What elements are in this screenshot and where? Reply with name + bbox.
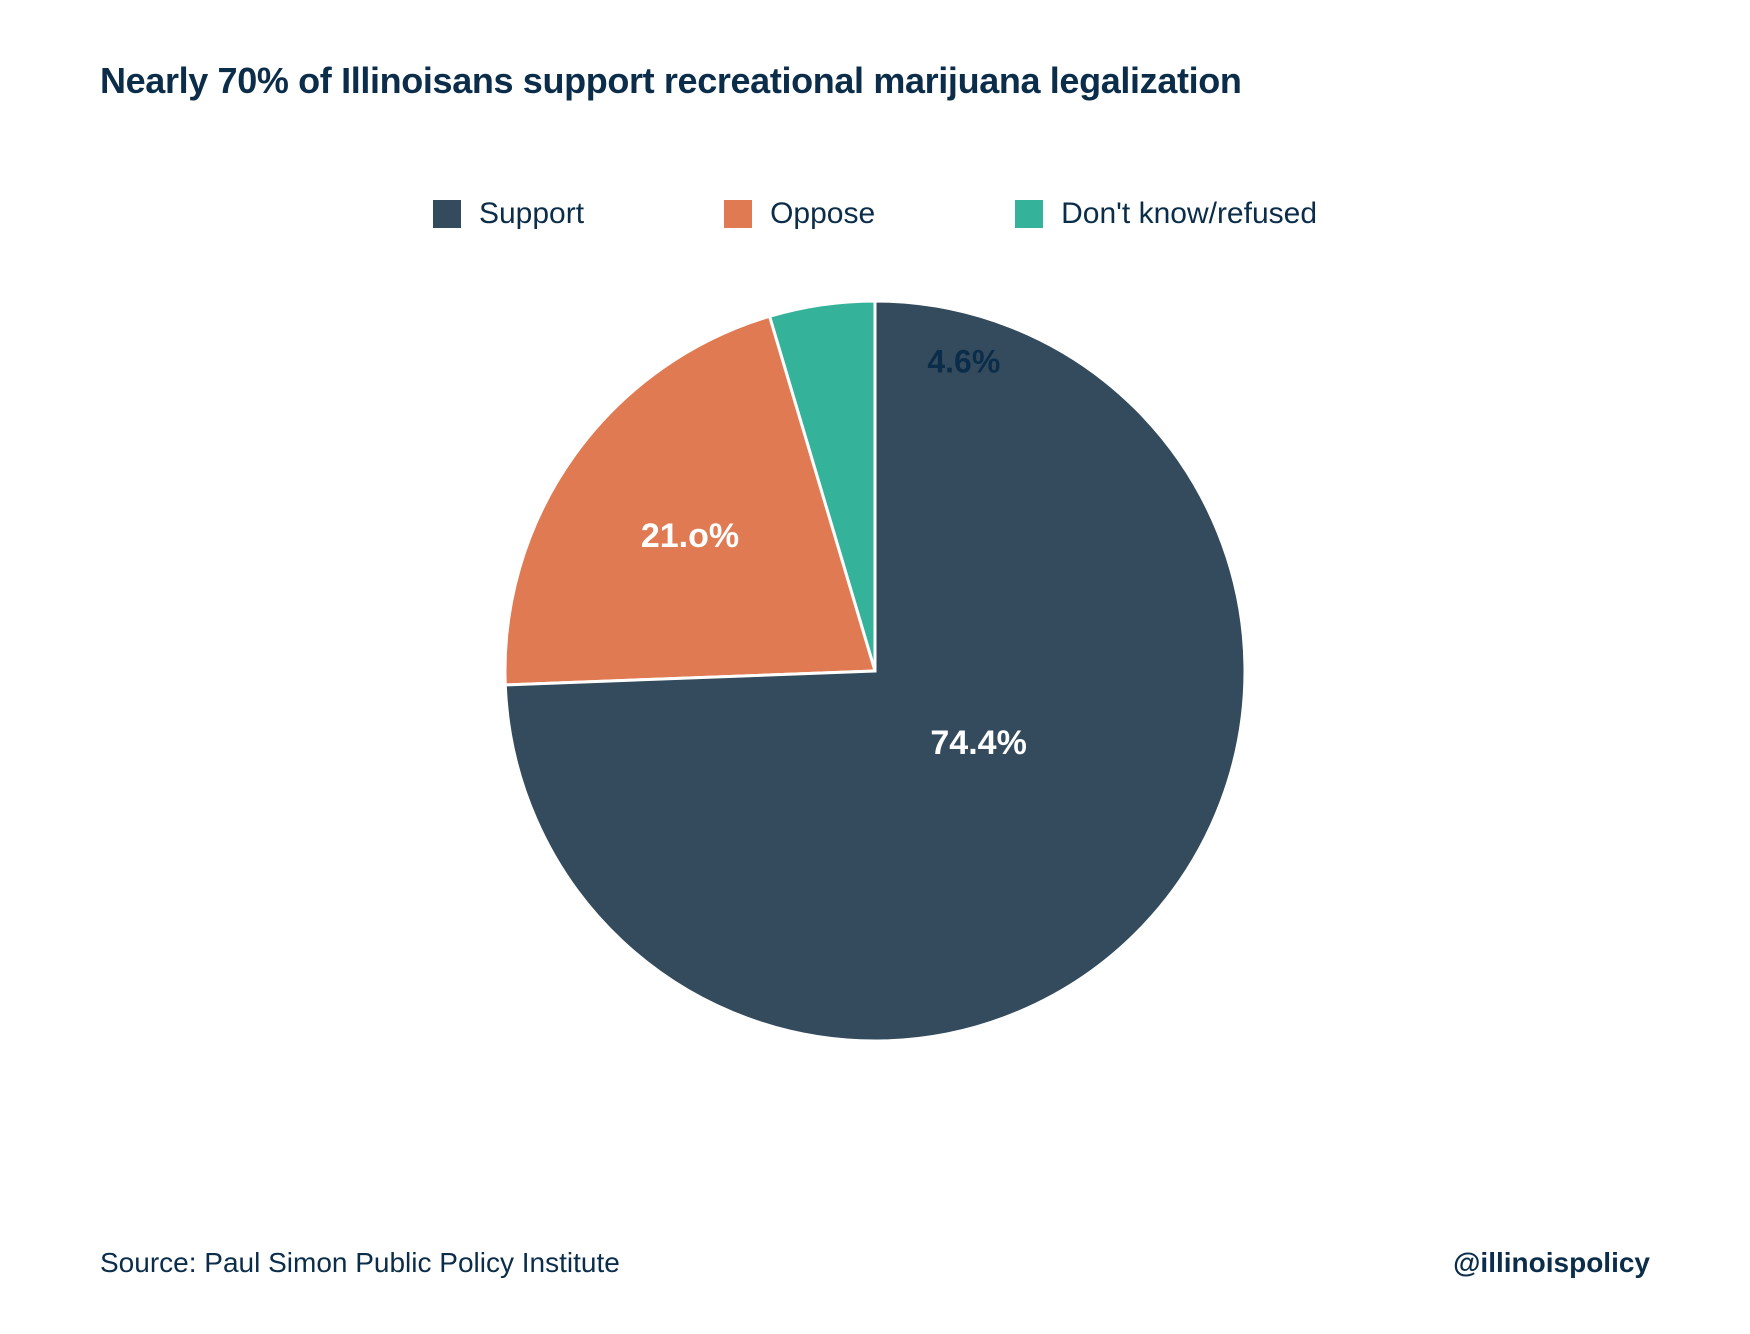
legend-swatch-dontknow [1015, 200, 1043, 228]
pie-label-oppose: 21.o% [641, 517, 739, 555]
pie-chart: 4.6% 21.o% 74.4% [100, 301, 1650, 1041]
chart-title: Nearly 70% of Illinoisans support recrea… [100, 60, 1650, 102]
pie-svg: 4.6% 21.o% 74.4% [505, 301, 1245, 1041]
legend-label-support: Support [479, 197, 584, 231]
pie-label-dontknow: 4.6% [927, 343, 1000, 379]
legend-item-support: Support [433, 197, 584, 231]
legend-item-dontknow: Don't know/refused [1015, 197, 1317, 231]
source-text: Source: Paul Simon Public Policy Institu… [100, 1247, 620, 1279]
legend-swatch-support [433, 200, 461, 228]
handle-text: @illinoispolicy [1453, 1247, 1650, 1279]
chart-footer: Source: Paul Simon Public Policy Institu… [100, 1247, 1650, 1279]
legend-label-dontknow: Don't know/refused [1061, 197, 1317, 231]
legend-label-oppose: Oppose [770, 197, 875, 231]
pie-label-support: 74.4% [930, 724, 1026, 762]
legend: Support Oppose Don't know/refused [100, 197, 1650, 231]
legend-swatch-oppose [724, 200, 752, 228]
legend-item-oppose: Oppose [724, 197, 875, 231]
